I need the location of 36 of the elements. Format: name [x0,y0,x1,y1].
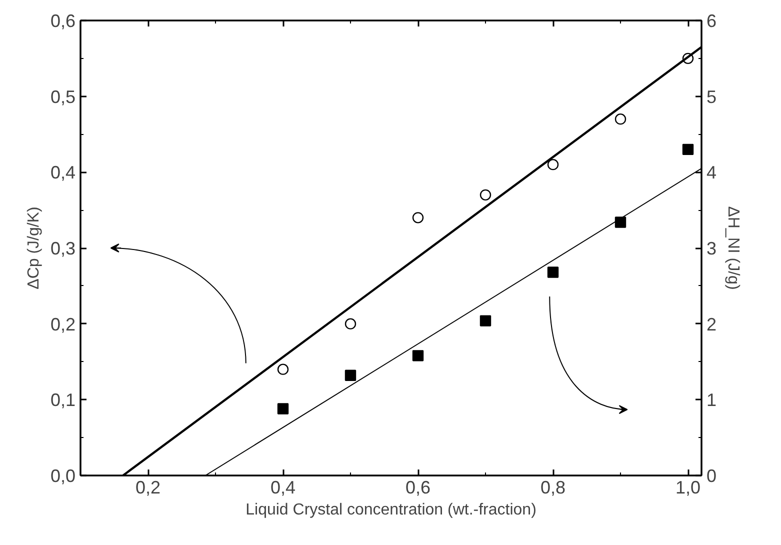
point [480,315,492,326]
x-tick-label: 0,6 [405,478,431,498]
x-axis-title: Liquid Crystal concentration (wt.-fraction) [246,502,536,518]
y-axis-title: ΔCp (J/g/K) [25,206,42,290]
x-tick-label: 0,2 [135,478,161,498]
point [277,364,289,375]
x-tick-label: 1,0 [675,478,701,498]
y2-tick-label: 0 [706,466,717,486]
point [412,212,424,224]
point [682,144,694,156]
point [344,370,356,381]
point [614,216,626,228]
point [682,52,694,64]
y-tick-label: 0,2 [50,314,76,334]
y-tick-label: 0,6 [50,11,76,31]
y2-tick-label: 3 [706,238,717,258]
y-tick-label: 0,4 [50,162,76,183]
y-tick-label: 0,1 [50,390,76,410]
point [412,350,424,362]
y-tick-label: 0,5 [50,86,76,107]
y2-tick-label: 4 [706,162,717,183]
point [480,189,492,201]
x-tick-label: 0,8 [540,478,566,498]
y2-axis-title: ΔH_NI (J/g) [724,206,742,290]
y2-tick-label: 5 [706,86,717,107]
point [277,403,289,414]
point [547,158,559,170]
y-tick-label: 0,3 [50,238,76,258]
y-tick-label: 0,0 [50,466,76,486]
y2-tick-label: 2 [706,314,717,334]
x-tick-label: 0,4 [270,478,296,498]
point [614,113,626,125]
point [344,318,356,330]
y2-tick-label: 6 [706,11,717,31]
point [547,266,559,278]
y2-tick-label: 1 [706,390,717,410]
